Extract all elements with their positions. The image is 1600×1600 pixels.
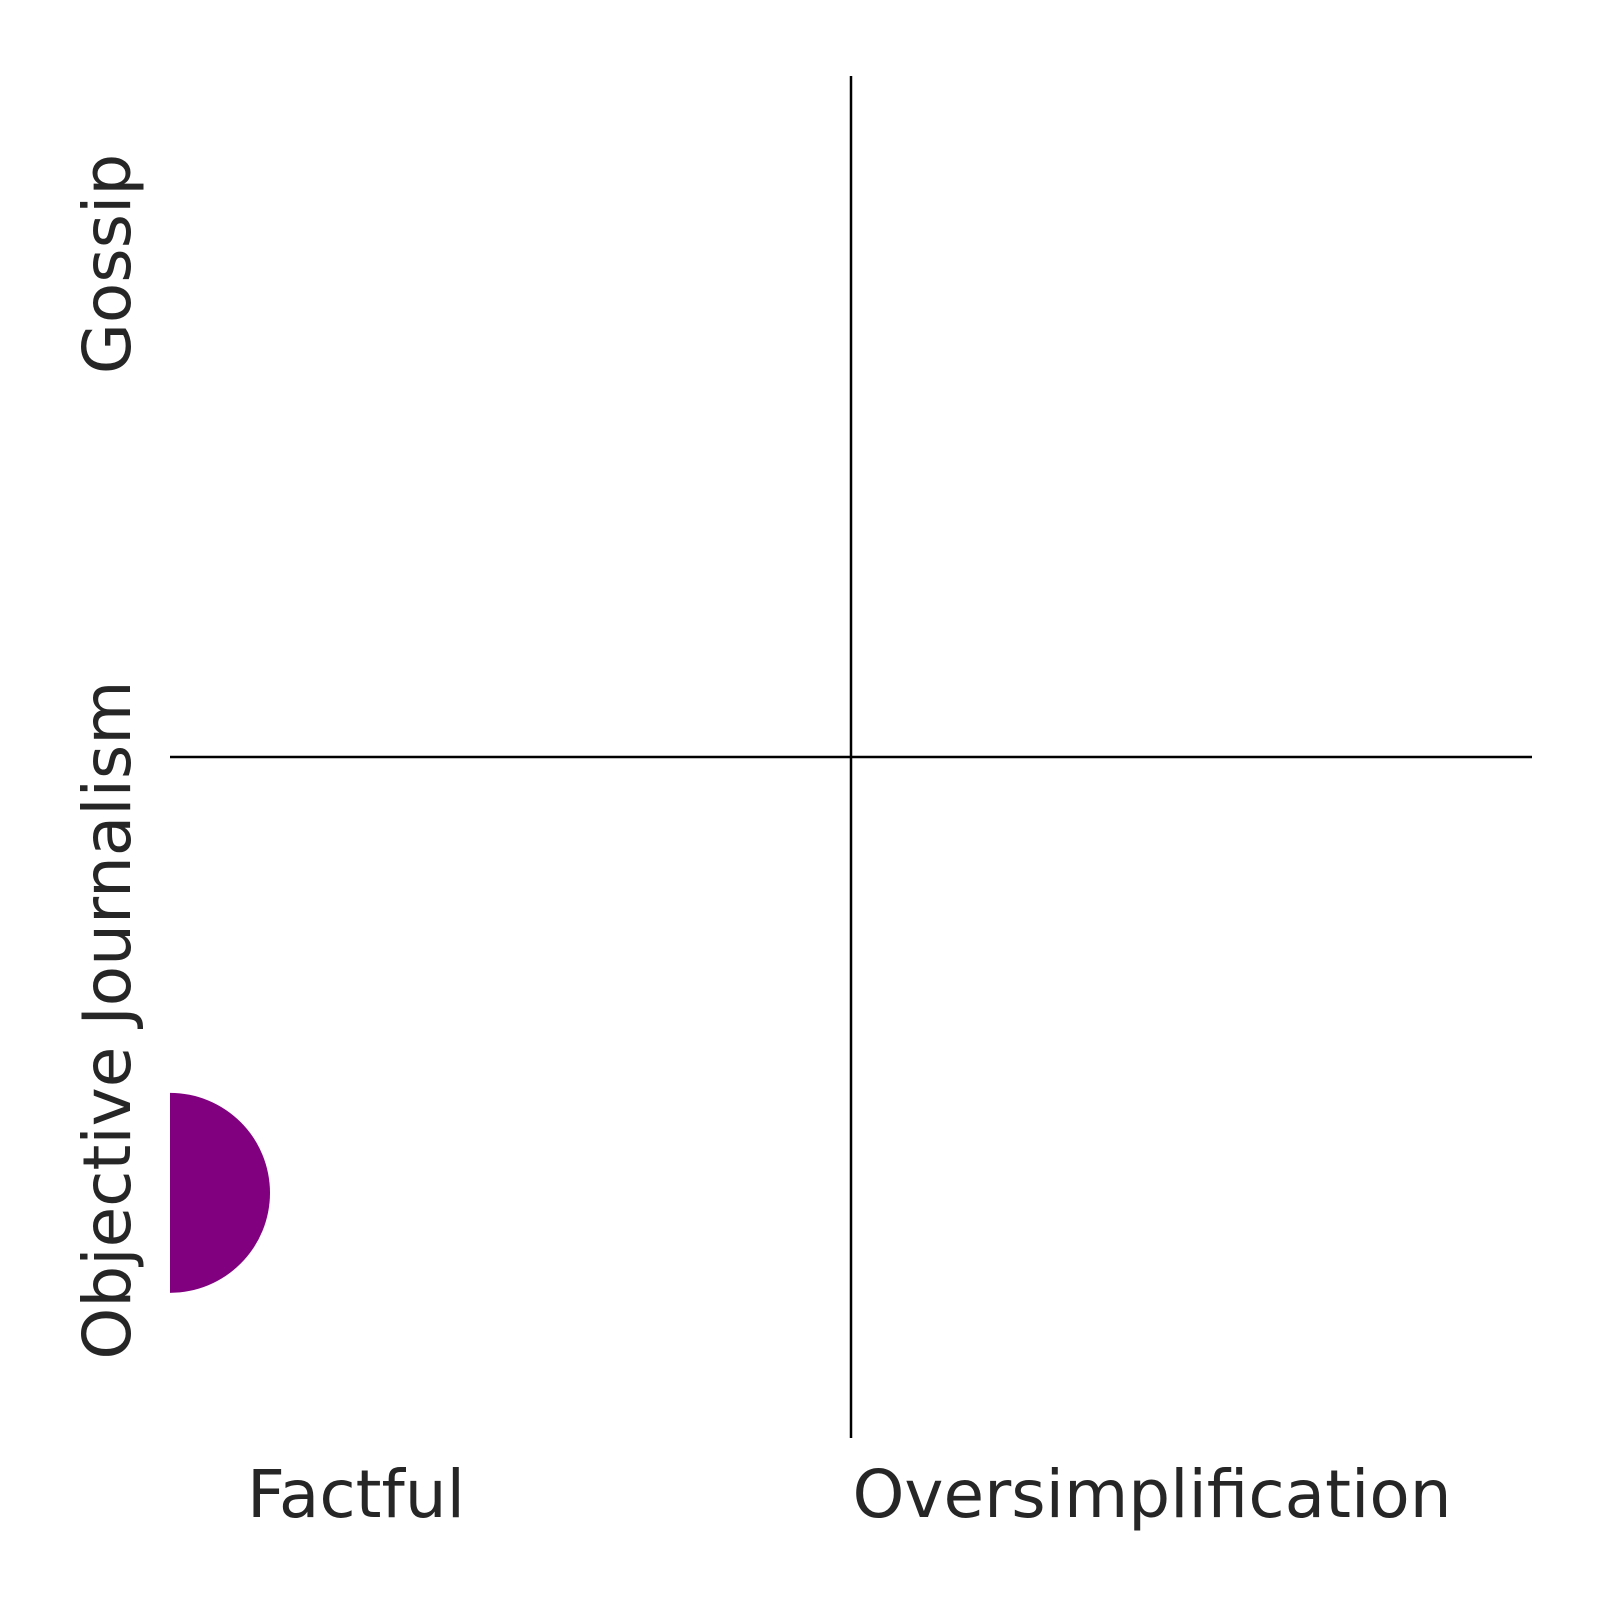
y-label-bottom: Objective Journalism xyxy=(69,680,146,1359)
y-label-top: Gossip xyxy=(69,154,146,375)
x-label-left: Factful xyxy=(247,1456,465,1533)
data-point-0 xyxy=(170,1092,270,1293)
x-label-right: Oversimplification xyxy=(852,1456,1451,1533)
points-layer xyxy=(170,1092,270,1293)
